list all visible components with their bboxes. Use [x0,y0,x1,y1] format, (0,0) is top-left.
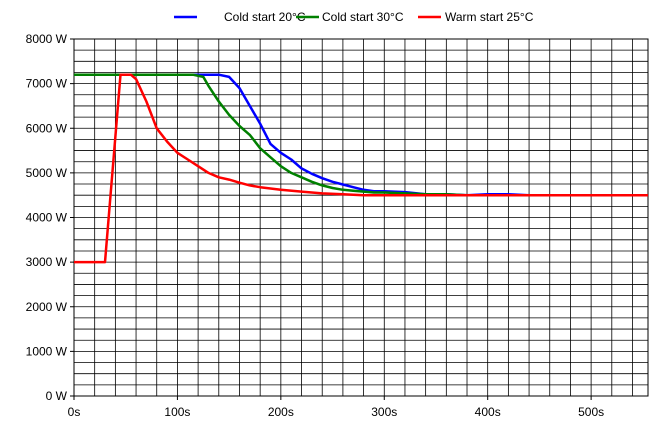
y-tick-label: 1000 W [26,344,68,358]
legend-label: Cold start 20°C [224,10,306,24]
y-tick-label: 5000 W [26,166,68,180]
x-tick-label: 500s [578,405,604,419]
y-tick-label: 4000 W [26,211,68,225]
y-tick-label: 7000 W [26,77,68,91]
series-line-1 [74,73,648,197]
legend-label: Warm start 25°C [445,10,534,24]
x-tick-label: 100s [164,405,190,419]
grid [74,39,648,396]
x-tick-label: 0s [68,405,81,419]
x-tick-label: 300s [371,405,397,419]
series-line-3 [74,73,648,264]
y-tick-label: 3000 W [26,255,68,269]
x-tick-label: 200s [268,405,294,419]
series-lines [74,73,648,264]
y-tick-label: 2000 W [26,300,68,314]
legend-label: Cold start 30°C [322,10,404,24]
series-line-2 [74,73,648,197]
legend: Cold start 20°C Cold start 30°C Warm start… [174,10,534,24]
y-tick-label: 6000 W [26,121,68,135]
y-tick-label: 8000 W [26,32,68,46]
x-tick-label: 400s [475,405,501,419]
y-tick-label: 0 W [46,389,68,403]
y-axis-ticks: 0 W 1000 W 2000 W 3000 W 4000 W 5000 W 6000 W 7… [26,32,74,403]
x-axis-ticks: 0s 100s 200s 300s 400s 500s [68,396,604,419]
